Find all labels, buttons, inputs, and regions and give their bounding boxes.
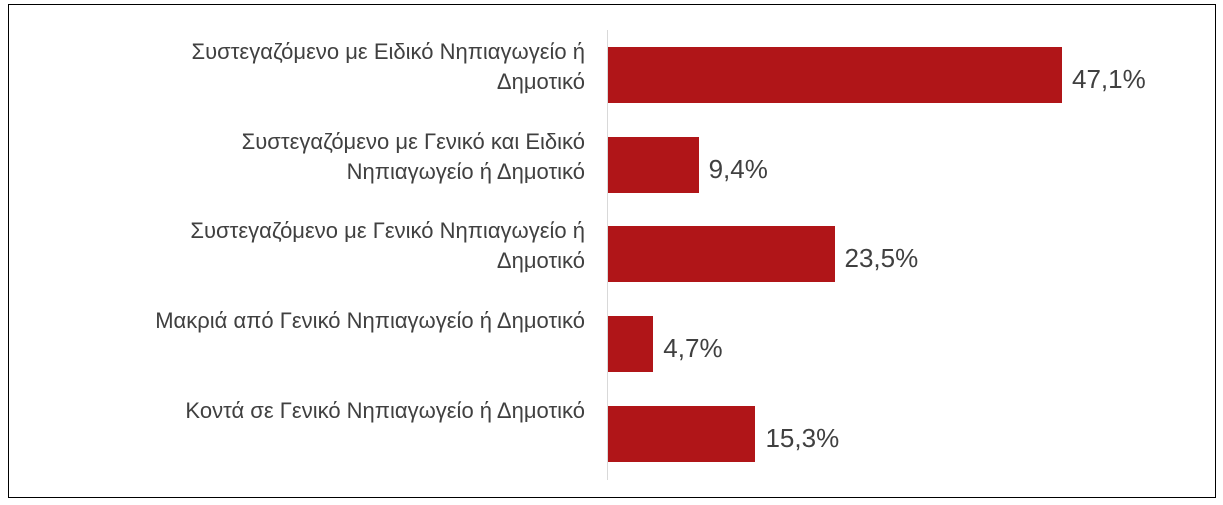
value-label: 4,7% [663,333,723,364]
category-label: Συστεγαζόμενο με Ειδικό Νηπιαγωγείο ή Δη… [191,39,585,94]
bar [608,405,756,462]
category-label: Μακριά από Γενικό Νηπιαγωγείο ή Δημοτικό [155,308,585,334]
value-label: 47,1% [1072,64,1146,94]
bar [608,316,654,373]
value-label: 9,4% [708,153,768,184]
category-axis [607,30,608,480]
bar [608,136,699,193]
bar [608,47,1062,103]
category-label: Συστεγαζόμενο με Γενικό και Ειδικό Νηπια… [241,128,585,184]
value-label: 23,5% [844,243,919,274]
bar [608,226,835,283]
category-label: Κοντά σε Γενικό Νηπιαγωγείο ή Δημοτικό [185,397,585,423]
chart-frame [8,4,1216,498]
category-label: Συστεγαζόμενο με Γενικό Νηπιαγωγείο ή Δη… [190,218,585,274]
value-label: 15,3% [765,422,840,453]
